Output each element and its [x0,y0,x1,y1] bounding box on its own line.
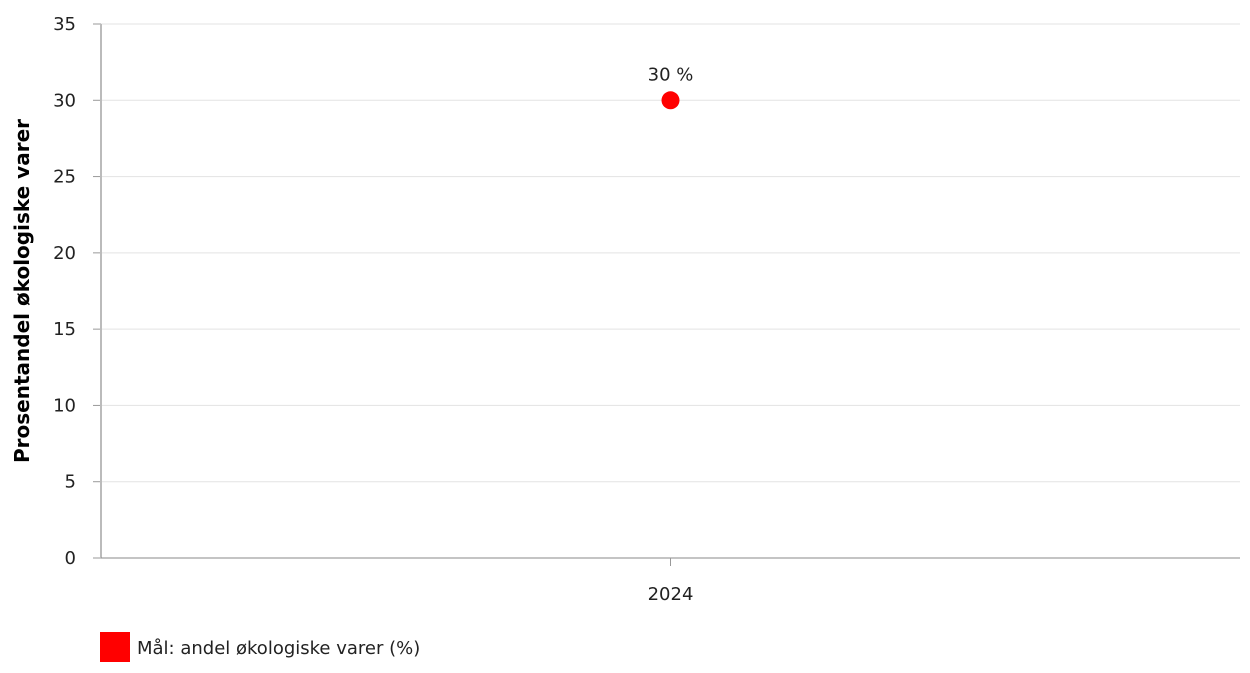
y-tick-label: 30 [53,90,76,111]
data-point[interactable] [661,91,680,110]
legend[interactable]: Mål: andel økologiske varer (%) [100,632,420,662]
y-tick-label: 25 [53,167,76,188]
tick-label-layer: 0 5 10 15 20 25 30 35 2024 [53,14,693,605]
y-tick-label: 20 [53,243,76,264]
points-layer: 30 % [648,64,694,110]
y-tick-label: 15 [53,319,76,340]
y-tick-label: 35 [53,14,76,35]
data-label: 30 % [648,64,694,85]
y-tick-label: 10 [53,395,76,416]
legend-swatch[interactable] [100,632,130,662]
legend-label[interactable]: Mål: andel økologiske varer (%) [137,638,420,659]
axis-layer [93,23,1240,566]
y-tick-label: 5 [65,472,76,493]
y-axis-title: Prosentandel økologiske varer [10,119,34,463]
x-tick-label: 2024 [648,584,694,605]
y-tick-label: 0 [65,548,76,569]
